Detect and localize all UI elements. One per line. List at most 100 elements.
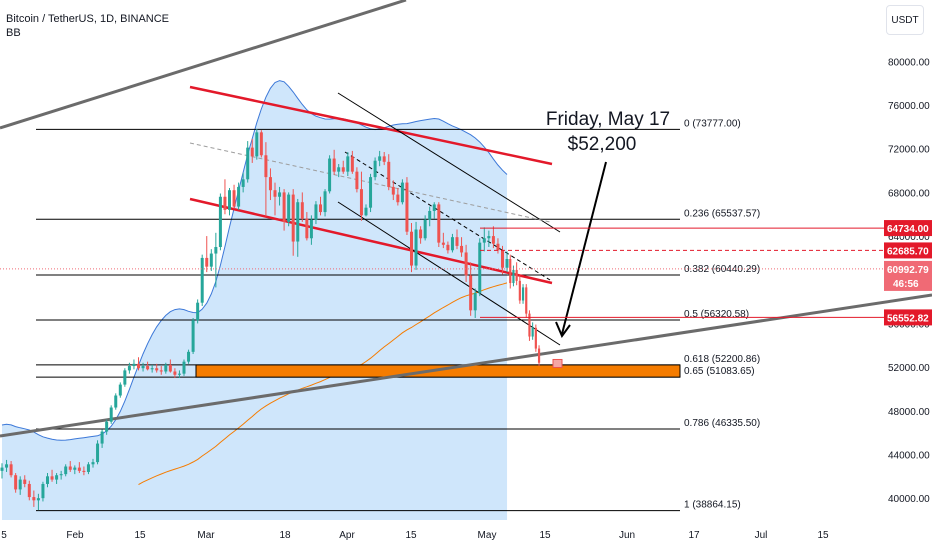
candle-body <box>460 245 464 253</box>
candle-body <box>100 431 104 444</box>
x-tick-label: 15 <box>134 530 146 541</box>
x-tick-label: 15 <box>405 530 417 541</box>
candle-body <box>218 196 222 247</box>
candle-body <box>405 182 409 232</box>
candle-body <box>512 269 515 284</box>
candle-body <box>537 348 541 363</box>
candle-body <box>250 147 254 157</box>
candle-body <box>14 475 18 490</box>
fib-label: 0.236 (65537.57) <box>684 208 760 219</box>
x-tick-label: Mar <box>197 530 215 541</box>
candle-body <box>450 237 454 251</box>
candle-body <box>59 474 63 476</box>
candle-body <box>305 218 309 239</box>
candle-body <box>173 371 177 375</box>
candle-body <box>223 196 227 210</box>
red-upper-line <box>189 85 553 166</box>
candle-body <box>501 250 504 268</box>
support-trend-line <box>0 293 932 438</box>
candle-body <box>478 242 482 293</box>
candle-body <box>5 464 9 468</box>
x-tick-label: 17 <box>688 530 700 541</box>
candles <box>0 129 509 511</box>
candle-body <box>132 363 136 367</box>
candle-body <box>473 292 477 311</box>
candle-body <box>114 395 118 408</box>
currency-button[interactable]: USDT <box>886 5 924 35</box>
candle-body <box>86 464 90 472</box>
candle-body <box>96 443 100 463</box>
symbol-title[interactable]: Bitcoin / TetherUS, 1D, BINANCE <box>6 13 170 25</box>
candle-body <box>346 156 350 172</box>
candle-body <box>423 219 427 239</box>
candle-body <box>400 182 404 203</box>
candle-body <box>23 479 27 484</box>
fibonacci-retracement: 0 (73777.00) 0.236 (65537.57) 0.382 (60440… <box>36 118 760 512</box>
candle-body <box>164 364 168 372</box>
candle-body <box>419 229 423 239</box>
fib-label: 0.382 (60440.29) <box>684 264 760 275</box>
candle-body <box>177 373 181 375</box>
candle-body <box>382 156 386 162</box>
price-label-text: 60992.79 <box>887 265 929 276</box>
candle-body <box>168 364 172 372</box>
candle-body <box>531 327 534 337</box>
price-label-box <box>884 260 932 291</box>
channel-upper <box>337 92 561 233</box>
candle-body <box>518 280 521 301</box>
long-trend-line <box>0 0 407 130</box>
indicator-label[interactable]: BB <box>6 27 21 39</box>
candle-body <box>482 238 486 243</box>
candle-body <box>337 167 341 172</box>
candle-body <box>18 479 22 490</box>
candle-body <box>46 476 49 484</box>
candle-body <box>319 204 322 213</box>
channel-lower <box>337 201 561 346</box>
candle-body <box>359 189 363 216</box>
candle-body <box>237 186 241 207</box>
annotation-arrow <box>561 161 607 335</box>
candle-body <box>441 242 445 245</box>
candle-body <box>278 192 282 197</box>
fib-label: 0 (73777.00) <box>684 118 741 129</box>
candle-body <box>391 186 395 195</box>
candle-body <box>209 253 213 267</box>
candle-body <box>428 210 432 220</box>
candle-body <box>241 179 245 187</box>
x-tick-label: Apr <box>339 530 355 541</box>
candle-body <box>432 204 436 211</box>
candle-body <box>287 194 291 222</box>
y-tick-label: 76000.00 <box>888 101 930 112</box>
candle-body <box>150 368 154 370</box>
candle-body <box>73 467 77 470</box>
y-tick-label: 52000.00 <box>888 363 930 374</box>
candle-body <box>146 366 150 370</box>
candle-body <box>191 320 195 352</box>
fib-label: 0.65 (51083.65) <box>684 366 755 377</box>
candle-body <box>105 421 109 432</box>
annotation-price: $52,200 <box>568 134 637 155</box>
candle-body <box>55 475 59 480</box>
x-tick-label: Jun <box>619 530 635 541</box>
bb-upper-line <box>1 80 508 441</box>
candle-body <box>469 275 473 311</box>
y-tick-label: 64000.00 <box>888 232 930 243</box>
y-tick-label: 80000.00 <box>888 57 930 68</box>
candle-body <box>309 219 313 239</box>
candle-body <box>50 476 54 480</box>
candle-body <box>118 384 122 396</box>
candle-body <box>137 363 140 369</box>
y-tick-label: 40000.00 <box>888 494 930 505</box>
candle-body <box>446 244 450 251</box>
candle-body <box>464 252 468 276</box>
candle-body <box>414 229 418 266</box>
candle-body <box>323 191 327 213</box>
candle-body <box>64 466 68 475</box>
candle-body <box>328 158 332 192</box>
candle-body <box>350 156 354 172</box>
annotation-date: Friday, May 17 <box>546 109 670 130</box>
candle-body <box>155 368 159 371</box>
candle-body <box>505 259 509 268</box>
candle-body <box>300 202 304 219</box>
